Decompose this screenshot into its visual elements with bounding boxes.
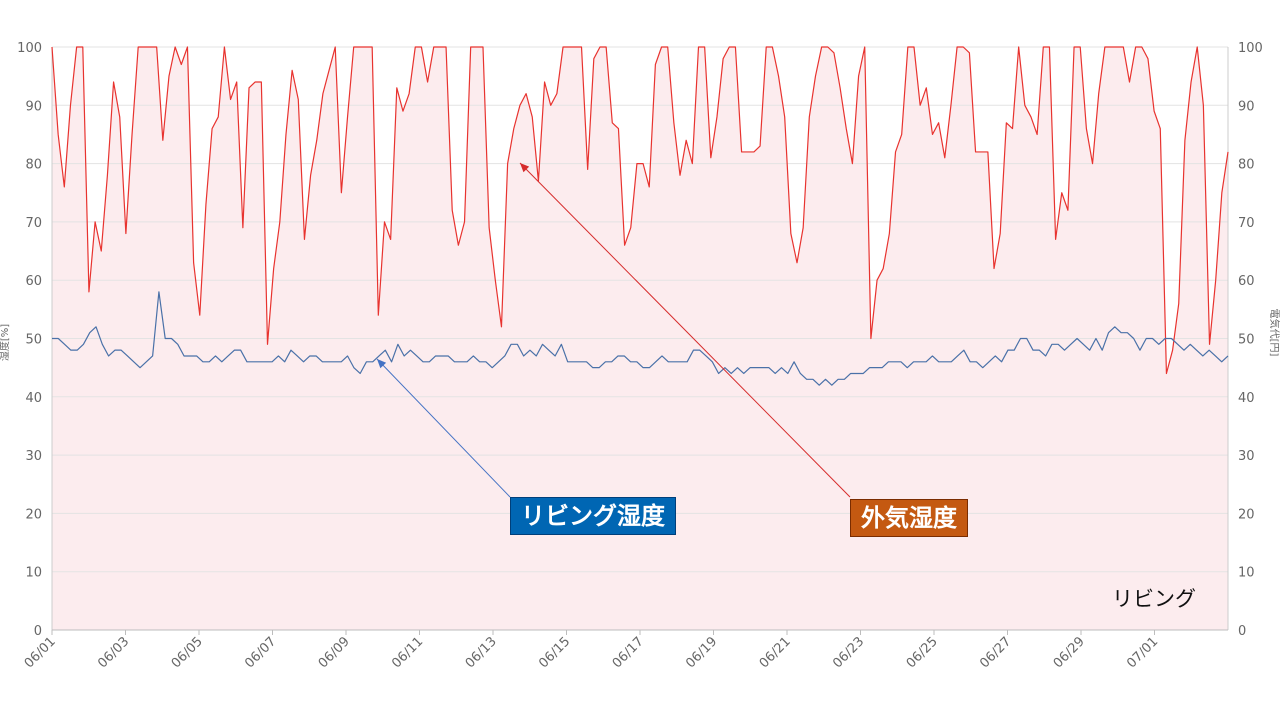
ytick-right-30: 30 [1238, 449, 1255, 464]
xtick-label-11: 06/23 [830, 634, 867, 671]
outdoor-humidity-line [51, 46, 1229, 375]
xtick-label-12: 06/25 [904, 634, 941, 671]
ytick-left-70: 70 [25, 216, 42, 231]
xtick-label-9: 06/19 [683, 634, 720, 671]
ytick-left-40: 40 [25, 391, 42, 406]
y-axis-title-left: 湿度[%] [0, 324, 11, 361]
ytick-right-50: 50 [1238, 333, 1255, 348]
xtick-label-14: 06/29 [1051, 634, 1088, 671]
ytick-left-60: 60 [25, 274, 42, 289]
xtick-label-2: 06/05 [169, 634, 206, 671]
ytick-right-80: 80 [1238, 158, 1255, 173]
outdoor-arrow-line [519, 162, 851, 498]
outdoor-humidity-callout: 外気湿度 [850, 499, 968, 537]
ytick-left-10: 10 [25, 566, 42, 581]
xtick-label-6: 06/13 [463, 634, 500, 671]
ytick-left-90: 90 [25, 99, 42, 114]
y-axis-title-right: 電気代[円] [1268, 309, 1280, 357]
ytick-right-10: 10 [1238, 566, 1255, 581]
ytick-left-30: 30 [25, 449, 42, 464]
xtick-label-1: 06/03 [95, 634, 132, 671]
living-humidity-callout: リビング湿度 [510, 497, 676, 535]
ytick-right-100: 100 [1238, 41, 1263, 56]
xtick-label-0: 06/01 [22, 634, 59, 671]
xtick-label-7: 06/15 [536, 634, 573, 671]
living-arrow-head [377, 359, 387, 369]
xtick-label-15: 07/01 [1124, 634, 1161, 671]
ytick-right-0: 0 [1238, 624, 1246, 639]
ytick-left-20: 20 [25, 507, 42, 522]
ytick-right-40: 40 [1238, 391, 1255, 406]
ytick-right-60: 60 [1238, 274, 1255, 289]
xtick-label-3: 06/07 [242, 634, 279, 671]
xtick-label-5: 06/11 [389, 634, 426, 671]
living-arrow-line [376, 358, 511, 498]
room-label: リビング [1112, 587, 1196, 611]
ytick-right-20: 20 [1238, 507, 1255, 522]
ytick-right-90: 90 [1238, 99, 1255, 114]
ytick-left-80: 80 [25, 158, 42, 173]
xtick-label-10: 06/21 [757, 634, 794, 671]
xtick-label-13: 06/27 [977, 634, 1014, 671]
outdoor-arrow-head [520, 163, 530, 173]
ytick-left-50: 50 [25, 333, 42, 348]
ytick-left-100: 100 [17, 41, 42, 56]
ytick-right-70: 70 [1238, 216, 1255, 231]
xtick-label-8: 06/17 [610, 634, 647, 671]
ytick-left-0: 0 [34, 624, 42, 639]
living-humidity-line [52, 291, 1229, 386]
xtick-label-4: 06/09 [316, 634, 353, 671]
